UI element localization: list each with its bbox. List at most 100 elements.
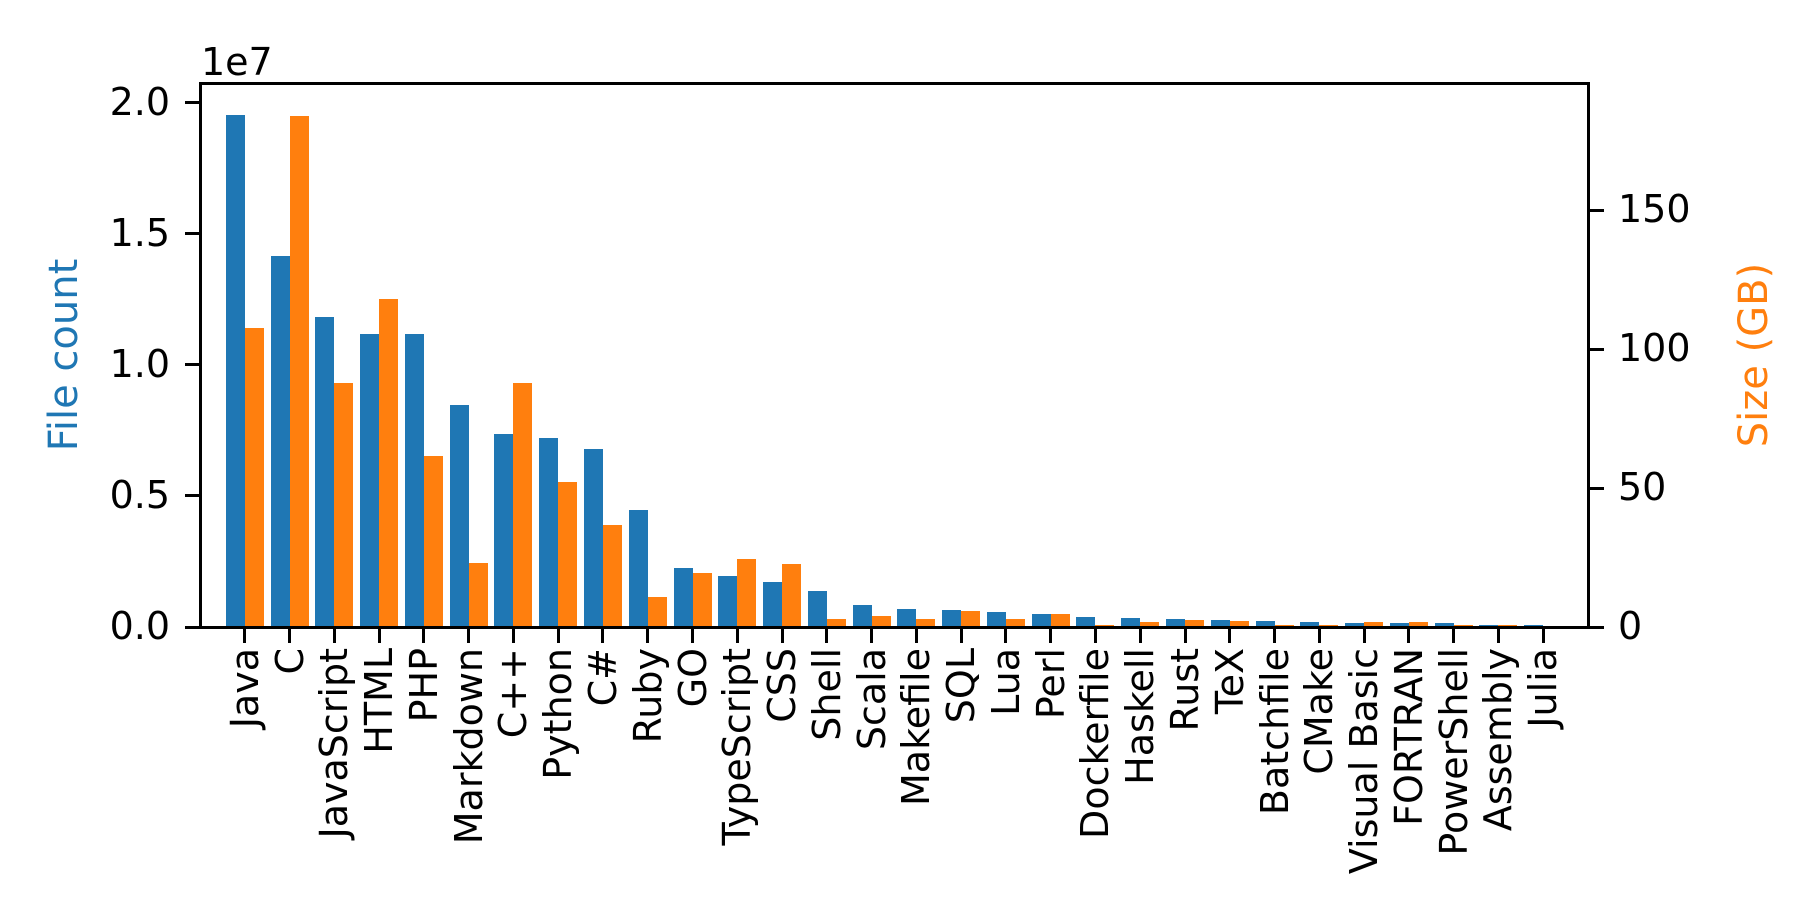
- bar-size-gb-c: [289, 115, 309, 627]
- left-y-tick-1.5: [184, 232, 199, 236]
- x-tick-c: [288, 628, 292, 643]
- x-tick-label-text: Lua: [983, 648, 1028, 716]
- bar-size-gb-java: [244, 327, 264, 627]
- x-tick-label-text: Shell: [804, 648, 849, 741]
- bar-size-gb-ruby: [647, 596, 667, 627]
- bar-file-count-dockerfile: [1076, 617, 1096, 627]
- bar-file-count-makefile: [897, 609, 917, 627]
- x-tick-label-text: Scala: [849, 648, 894, 751]
- x-tick-scala: [870, 628, 874, 643]
- bar-size-gb-julia: [1543, 626, 1563, 627]
- right-y-tick-0: [1589, 625, 1604, 629]
- bar-file-count-javascript: [315, 316, 335, 627]
- left-axis-offset-text: 1e7: [201, 40, 273, 84]
- x-tick-label-text: CSS: [760, 648, 805, 723]
- bar-size-gb-lua: [1005, 619, 1025, 627]
- bar-size-gb-batchfile: [1274, 625, 1294, 627]
- left-y-tick-0.0: [184, 625, 199, 629]
- x-tick-label-text: HTML: [357, 648, 402, 754]
- bar-file-count-batchfile: [1255, 620, 1275, 627]
- right-y-tick-150: [1589, 208, 1604, 212]
- bar-file-count-cmake: [1300, 622, 1320, 627]
- x-tick-javascript: [332, 628, 336, 643]
- bar-size-gb-rust: [1185, 619, 1205, 627]
- x-tick-label-text: Markdown: [446, 648, 491, 845]
- bar-size-gb-assembly: [1498, 624, 1518, 627]
- x-tick-label-text: C++: [491, 648, 536, 739]
- bar-file-count-markdown: [449, 405, 469, 627]
- bar-size-gb-typescript: [737, 558, 757, 627]
- bar-file-count-css: [763, 581, 783, 627]
- bar-file-count-c: [494, 433, 514, 627]
- x-tick-label-text: TypeScript: [715, 648, 760, 846]
- x-tick-rust: [1183, 628, 1187, 643]
- bar-file-count-lua: [986, 611, 1006, 627]
- x-tick-assembly: [1496, 628, 1500, 643]
- bar-size-gb-scala: [871, 616, 891, 627]
- x-tick-label-text: GO: [670, 648, 715, 708]
- x-tick-label-text: C#: [580, 648, 625, 707]
- x-tick-fortran: [1407, 628, 1411, 643]
- x-tick-php: [422, 628, 426, 643]
- x-tick-makefile: [914, 628, 918, 643]
- bar-file-count-tex: [1210, 620, 1230, 627]
- bar-size-gb-perl: [1050, 613, 1070, 627]
- x-tick-tex: [1228, 628, 1232, 643]
- x-tick-label-text: Perl: [1028, 648, 1073, 720]
- right-y-tick-100: [1589, 347, 1604, 351]
- x-tick-visual-basic: [1362, 628, 1366, 643]
- x-tick-label-text: Visual Basic: [1342, 648, 1387, 875]
- x-tick-label-text: Java: [222, 648, 267, 729]
- x-tick-css: [780, 628, 784, 643]
- x-tick-batchfile: [1273, 628, 1277, 643]
- bar-file-count-typescript: [718, 576, 738, 627]
- right-y-tick-50: [1589, 486, 1604, 490]
- x-tick-label-text: Assembly: [1476, 648, 1521, 832]
- bar-size-gb-tex: [1229, 621, 1249, 627]
- x-tick-python: [556, 628, 560, 643]
- bar-size-gb-javascript: [334, 382, 354, 627]
- x-tick-label-text: Batchfile: [1252, 648, 1297, 816]
- x-tick-julia: [1541, 628, 1545, 643]
- bar-size-gb-c: [602, 524, 622, 627]
- left-y-tick-label-1.0: 1.0: [109, 342, 170, 387]
- x-tick-perl: [1049, 628, 1053, 643]
- x-tick-sql: [959, 628, 963, 643]
- x-tick-label-text: Makefile: [894, 648, 939, 806]
- x-tick-ruby: [646, 628, 650, 643]
- bar-file-count-c: [270, 256, 290, 627]
- bar-file-count-julia: [1524, 625, 1544, 627]
- bar-file-count-rust: [1166, 618, 1186, 627]
- left-y-tick-2.0: [184, 101, 199, 105]
- x-tick-c: [511, 628, 515, 643]
- x-tick-powershell: [1452, 628, 1456, 643]
- x-tick-label-text: FORTRAN: [1386, 648, 1431, 826]
- left-y-tick-0.5: [184, 494, 199, 498]
- bar-file-count-powershell: [1434, 623, 1454, 627]
- bar-size-gb-html: [379, 298, 399, 627]
- bar-size-gb-haskell: [1140, 621, 1160, 627]
- bar-file-count-sql: [942, 609, 962, 627]
- x-tick-label-text: PHP: [401, 648, 446, 723]
- x-tick-label-text: JavaScript: [312, 648, 357, 839]
- x-tick-html: [377, 628, 381, 643]
- right-y-tick-label-50: 50: [1618, 465, 1667, 510]
- bar-size-gb-python: [558, 482, 578, 627]
- x-tick-dockerfile: [1093, 628, 1097, 643]
- x-tick-c: [601, 628, 605, 643]
- bar-file-count-visual-basic: [1345, 622, 1365, 627]
- right-y-tick-label-100: 100: [1618, 326, 1691, 371]
- bar-size-gb-powershell: [1453, 625, 1473, 627]
- bar-file-count-html: [360, 334, 380, 627]
- bar-file-count-fortran: [1389, 623, 1409, 627]
- bar-size-gb-markdown: [468, 562, 488, 627]
- bar-size-gb-cmake: [1319, 625, 1339, 627]
- right-axis-title-text: Size (GB): [1731, 262, 1777, 448]
- bar-size-gb-visual-basic: [1364, 621, 1384, 627]
- bar-file-count-scala: [852, 605, 872, 627]
- x-tick-markdown: [467, 628, 471, 643]
- bar-file-count-ruby: [628, 509, 648, 627]
- bar-file-count-php: [404, 334, 424, 627]
- bar-file-count-go: [673, 567, 693, 627]
